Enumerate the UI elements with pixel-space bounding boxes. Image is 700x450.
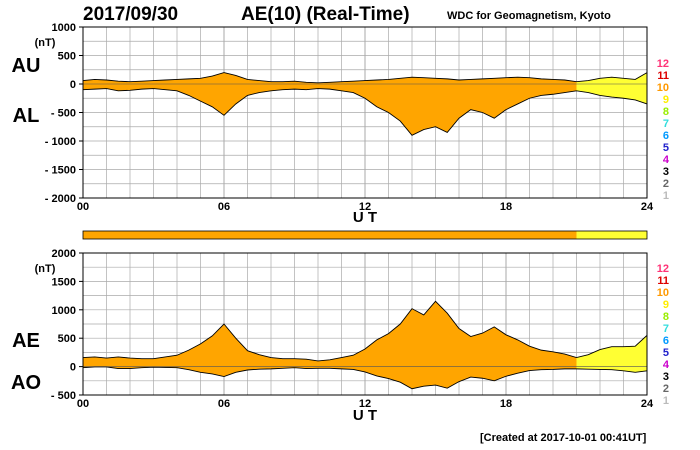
station-legend-entry-7: 7 — [663, 323, 669, 335]
station-legend-entry-1: 1 — [663, 190, 669, 202]
ao-area-provisional — [83, 366, 577, 389]
station-legend-entry-1: 1 — [663, 395, 669, 407]
au-al-y-ticks: 1000 500 0 - 500 - 1000 - 1500 - 2000 — [45, 22, 83, 205]
station-legend-entry-2: 2 — [663, 383, 669, 395]
au-al-y-tick-label: - 2000 — [45, 193, 76, 205]
ae-ao-y-tick-label: 500 — [58, 333, 76, 345]
station-legend-entry-5: 5 — [663, 142, 669, 154]
ae-ao-unit-label: (nT) — [35, 263, 56, 275]
station-legend-entry-12: 12 — [657, 263, 669, 275]
ae-ao-x-ticks: 00 06 12 18 24 — [77, 398, 654, 410]
ae-area-provisional — [83, 301, 577, 367]
al-series-line — [82, 88, 648, 136]
au-label: AU — [12, 55, 41, 77]
ae-ao-x-tick-label: 06 — [218, 398, 230, 410]
ae-ao-x-tick-label: 18 — [500, 398, 512, 410]
au-al-x-tick-label: 18 — [500, 201, 512, 213]
ae-ao-grid — [83, 253, 647, 395]
date-label: 2017/09/30 — [83, 4, 179, 25]
ao-label: AO — [11, 372, 41, 394]
station-legend-entry-7: 7 — [663, 118, 669, 130]
al-label: AL — [13, 105, 40, 127]
station-legend-entry-3: 3 — [663, 166, 669, 178]
station-bar-frame — [82, 230, 648, 240]
au-area-realtime — [576, 72, 647, 84]
ae-ao-y-ticks: 2000 1500 1000 500 0 - 500 — [51, 248, 83, 402]
station-legend-entry-5: 5 — [663, 347, 669, 359]
ae-ao-x-axis-label: U T — [353, 407, 377, 424]
ae-ao-lines — [82, 300, 648, 390]
station-legend-entry-9: 9 — [663, 94, 669, 106]
au-al-y-tick-label: - 1500 — [45, 165, 76, 177]
station-legend-entry-10: 10 — [657, 82, 669, 94]
ae-series-line — [82, 300, 648, 362]
ae-ao-areas — [83, 301, 647, 389]
au-al-x-tick-label: 00 — [77, 201, 89, 213]
ae-ao-plot-frame — [82, 252, 648, 396]
au-al-x-axis-label: U T — [353, 209, 377, 226]
al-area-provisional — [83, 84, 577, 136]
au-al-y-tick-label: 0 — [70, 79, 76, 91]
station-legend-entry-11: 11 — [657, 70, 669, 82]
station-legend-entry-8: 8 — [663, 311, 669, 323]
au-al-y-tick-label: - 1000 — [45, 136, 76, 148]
ae-ao-y-tick-label: 1000 — [52, 305, 76, 317]
au-al-grid — [83, 27, 647, 198]
station-legend-entry-10: 10 — [657, 287, 669, 299]
au-series-line — [82, 72, 648, 84]
au-al-y-tick-label: 1000 — [52, 22, 76, 34]
ae-ao-y-tick-label: 2000 — [52, 248, 76, 260]
created-timestamp: [Created at 2017-10-01 00:41UT] — [480, 432, 647, 444]
station-legend-entry-2: 2 — [663, 178, 669, 190]
ae-ao-y-tick-label: 0 — [70, 362, 76, 374]
station-legend-entry-11: 11 — [657, 275, 669, 287]
ae-ao-x-tick-label: 12 — [359, 398, 371, 410]
au-al-x-tick-label: 06 — [218, 201, 230, 213]
station-count-bar — [82, 230, 648, 240]
station-legend-entry-6: 6 — [663, 335, 669, 347]
au-al-x-ticks: 00 06 12 18 24 — [77, 201, 654, 213]
ao-series-line — [82, 366, 648, 390]
au-al-y-tick-label: 500 — [58, 51, 76, 63]
station-legend-entry-4: 4 — [663, 154, 670, 166]
ae-ao-y-tick-label: 1500 — [52, 276, 76, 288]
ae-area-realtime — [576, 335, 647, 367]
au-area-provisional — [83, 72, 577, 84]
data-source-label: WDC for Geomagnetism, Kyoto — [447, 10, 611, 22]
station-legend-entry-3: 3 — [663, 371, 669, 383]
station-legend-entry-12: 12 — [657, 58, 669, 70]
ae-ao-x-tick-label: 24 — [641, 398, 654, 410]
ae-label: AE — [12, 330, 40, 352]
ae-ao-x-tick-label: 00 — [77, 398, 89, 410]
station-legend-entry-9: 9 — [663, 299, 669, 311]
au-al-x-tick-label: 12 — [359, 201, 371, 213]
station-bar-segment-9 — [576, 231, 647, 239]
chart-title: AE(10) (Real-Time) — [241, 4, 410, 25]
au-al-lines — [82, 72, 648, 136]
station-legend-entry-8: 8 — [663, 106, 669, 118]
station-bar-segment-10 — [83, 231, 577, 239]
au-al-unit-label: (nT) — [35, 37, 56, 49]
station-legend-entry-6: 6 — [663, 130, 669, 142]
au-al-y-tick-label: - 500 — [51, 108, 76, 120]
au-al-x-tick-label: 24 — [641, 201, 654, 213]
ae-ao-y-tick-label: - 500 — [51, 390, 76, 402]
station-legend-entry-4: 4 — [663, 359, 670, 371]
